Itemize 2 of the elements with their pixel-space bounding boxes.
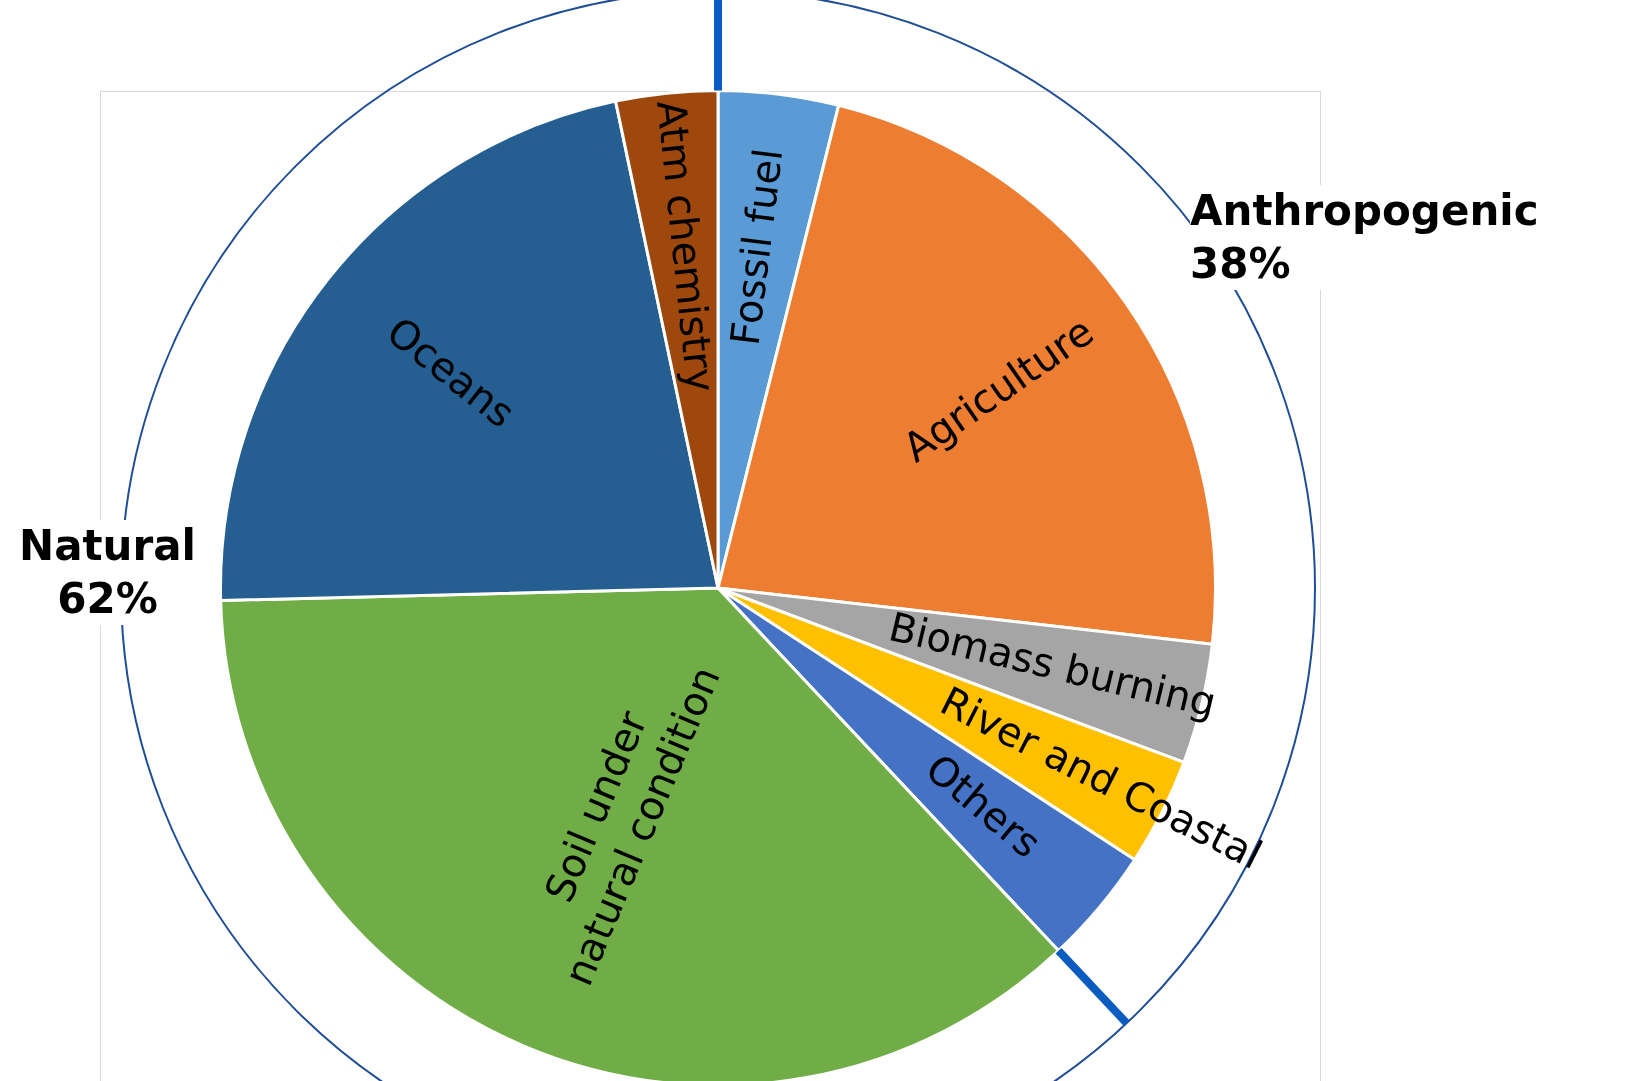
text: Natural 62% [0,520,215,625]
text: Anthropogenic 38% [1190,185,1647,290]
